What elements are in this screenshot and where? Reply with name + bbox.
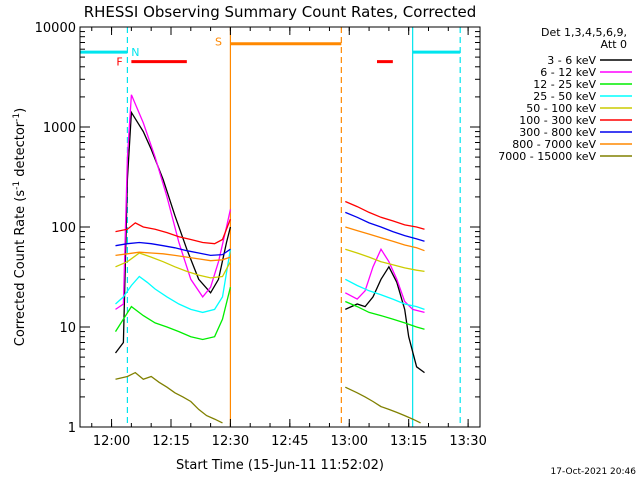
series-line-6 <box>115 249 232 314</box>
x-tick-label-0: 12:00 <box>93 434 130 449</box>
flare-bars-label: F <box>116 56 122 69</box>
legend-label-0: 3 - 6 keV <box>547 54 596 67</box>
series-line-11 <box>345 200 425 230</box>
legend-label-6: 300 - 800 keV <box>519 126 596 139</box>
series-line-1 <box>345 265 425 374</box>
series-line-9 <box>345 248 425 273</box>
legend-label-3: 25 - 50 keV <box>533 90 596 103</box>
x-tick-label-3: 12:45 <box>271 434 308 449</box>
series-lines <box>114 94 425 424</box>
y-label-part2: detector <box>13 121 28 181</box>
series-line-14 <box>115 251 231 262</box>
series-line-15 <box>345 226 425 252</box>
legend-label-5: 100 - 300 keV <box>519 114 596 127</box>
series-line-4 <box>114 287 232 341</box>
y-tick-label-4: 10000 <box>35 21 76 36</box>
y-label-sup1: -1 <box>12 181 22 190</box>
timestamp: 17-Oct-2021 20:46 <box>551 467 637 477</box>
y-label-part1: Corrected Count Rate (s <box>13 190 28 347</box>
series-line-13 <box>345 211 425 242</box>
series-line-17 <box>345 386 421 424</box>
series-line-12 <box>115 241 231 257</box>
series-line-8 <box>115 252 231 279</box>
night-bars-label: N <box>131 46 139 59</box>
legend-header-0: Det 1,3,4,5,6,9, <box>541 26 627 39</box>
event-vertical-lines <box>126 27 461 427</box>
series-line-10 <box>115 218 232 245</box>
y-tick-label-0: 1 <box>68 421 76 436</box>
legend-label-2: 12 - 25 keV <box>533 78 596 91</box>
legend-header-1: Att 0 <box>601 38 627 51</box>
axes: 12:00 12:15 12:30 12:45 13:00 13:15 13:30 1 10 10… <box>35 21 487 449</box>
y-tick-label-1: 10 <box>59 321 76 336</box>
y-axis-label: Corrected Count Rate (s-1 detector-1) <box>12 108 28 346</box>
chart-title: RHESSI Observing Summary Count Rates, Co… <box>84 3 477 21</box>
x-axis-label: Start Time (15-Jun-11 11:52:02) <box>176 458 384 473</box>
y-tick-label-3: 1000 <box>43 121 76 136</box>
saa-bars-label: S <box>215 35 222 48</box>
y-label-sup2: -1 <box>12 113 22 122</box>
legend-label-4: 50 - 100 keV <box>526 102 596 115</box>
series-line-16 <box>115 371 223 424</box>
legend-label-1: 6 - 12 keV <box>540 66 596 79</box>
series-line-5 <box>345 300 425 330</box>
legend-label-8: 7000 - 15000 keV <box>498 150 596 163</box>
y-label-part3: ) <box>13 108 28 113</box>
x-tick-label-1: 12:15 <box>152 434 189 449</box>
x-tick-label-6: 13:30 <box>449 434 486 449</box>
y-tick-label-2: 100 <box>51 221 76 236</box>
x-tick-label-5: 13:15 <box>390 434 427 449</box>
series-line-2 <box>115 94 232 310</box>
status-bars: NF S <box>80 35 461 69</box>
x-tick-label-2: 12:30 <box>212 434 249 449</box>
series-line-0 <box>114 110 232 354</box>
x-tick-label-4: 13:00 <box>331 434 368 449</box>
plot-frame <box>79 26 481 428</box>
series-line-7 <box>344 278 425 311</box>
legend-label-7: 800 - 7000 keV <box>512 138 596 151</box>
